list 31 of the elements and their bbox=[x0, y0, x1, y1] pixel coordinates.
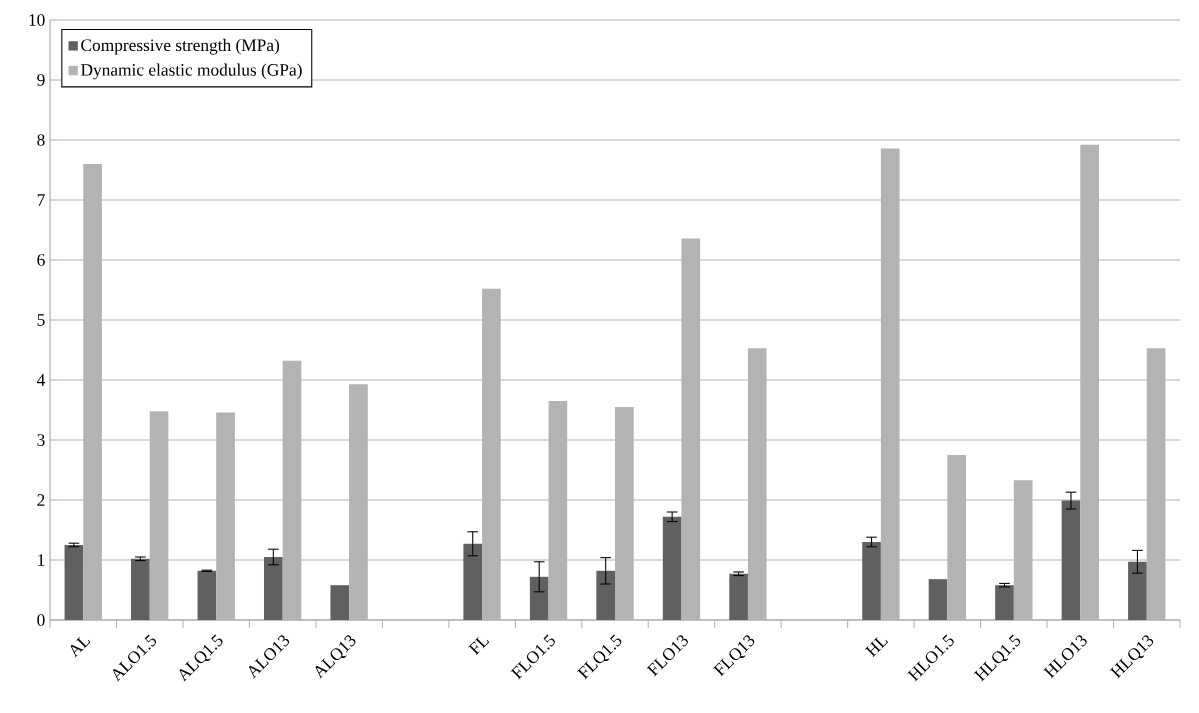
bar bbox=[197, 570, 217, 620]
y-tick-label: 7 bbox=[37, 194, 45, 206]
bar bbox=[330, 585, 350, 620]
bar bbox=[662, 516, 682, 620]
bar bbox=[1061, 500, 1081, 620]
x-tick-label: AL bbox=[70, 637, 91, 658]
bar bbox=[263, 556, 283, 620]
bar bbox=[928, 579, 948, 620]
bar bbox=[862, 541, 881, 620]
bar bbox=[1128, 561, 1147, 620]
bar bbox=[729, 573, 748, 620]
y-tick-label: 6 bbox=[37, 254, 45, 266]
bar bbox=[596, 570, 616, 620]
x-tick-label: FL bbox=[468, 637, 490, 656]
bar bbox=[995, 585, 1014, 620]
y-tick-label: 5 bbox=[37, 314, 45, 326]
y-tick-label: 3 bbox=[37, 434, 45, 446]
legend-label: Dynamic elastic modulus (GPa) bbox=[81, 63, 302, 80]
y-tick-label: 0 bbox=[37, 614, 45, 626]
y-tick-label: 1 bbox=[38, 554, 45, 566]
y-tick-label: 9 bbox=[37, 74, 45, 86]
bar bbox=[64, 544, 84, 620]
y-tick-label: 8 bbox=[37, 134, 45, 146]
bar bbox=[463, 543, 483, 620]
bar bbox=[131, 558, 150, 620]
bar bbox=[529, 576, 549, 620]
y-tick-label: 10 bbox=[29, 14, 45, 26]
x-tick-label: HL bbox=[864, 637, 889, 658]
y-tick-label: 4 bbox=[36, 374, 46, 386]
y-tick-label: 2 bbox=[37, 494, 45, 506]
legend-label: Compressive strength (MPa) bbox=[81, 38, 280, 55]
